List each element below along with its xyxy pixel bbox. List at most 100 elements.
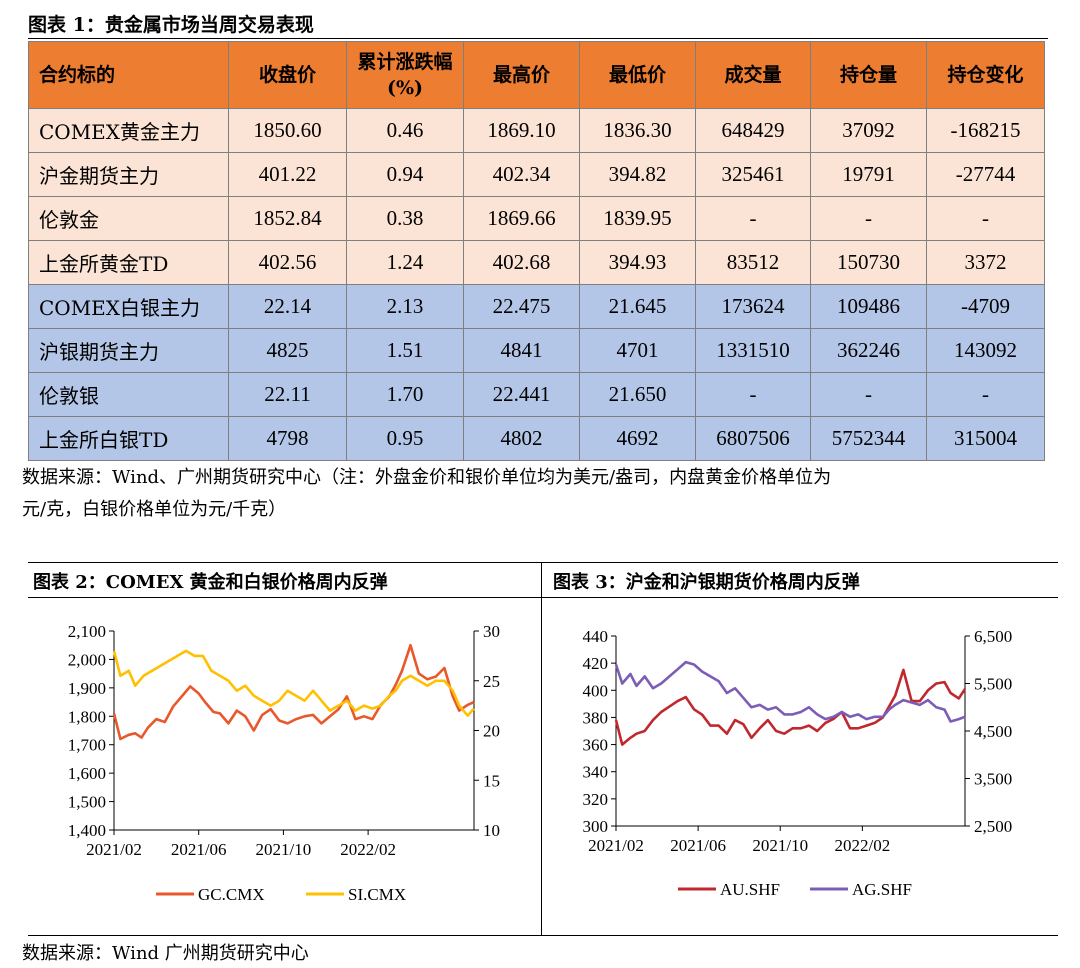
y-right-tick-label: 15 [483, 771, 500, 790]
table-cell: 1.51 [346, 328, 464, 373]
y-right-tick-label: 30 [483, 622, 500, 641]
row-label-cell: COMEX白银主力 [28, 284, 229, 329]
row-label-cell: 沪银期货主力 [28, 328, 229, 373]
column-header: 持仓变化 [926, 41, 1045, 109]
table-cell: 648429 [695, 108, 811, 153]
table-source-note-line2: 元/克，白银价格单位为元/千克） [22, 499, 287, 520]
table-row: 上金所黄金TD 402.56 1.24 402.68 394.93 83512 150730… [28, 240, 1045, 285]
table-cell: 0.95 [346, 416, 464, 461]
y-right-tick-label: 10 [483, 821, 500, 840]
table-cell: 0.38 [346, 196, 464, 241]
y-right-tick-label: 25 [483, 672, 500, 691]
row-label-cell: 上金所黄金TD [28, 240, 229, 285]
y-left-tick-label: 300 [583, 817, 609, 836]
charts-title-rule [28, 597, 1058, 598]
table-row: 伦敦银 22.11 1.70 22.441 21.650- - - [28, 372, 1045, 417]
table-cell: - [926, 196, 1045, 241]
table-header-row: 合约标的 收盘价 累计涨跌幅(%) 最高价 最低价 成交量 持仓量 持仓变化 [28, 41, 1045, 109]
table-cell: 3372 [926, 240, 1045, 285]
table-cell: 143092 [926, 328, 1045, 373]
table-cell: 4825 [228, 328, 347, 373]
legend-label: SI.CMX [348, 885, 406, 904]
y-left-tick-label: 1,900 [68, 679, 106, 698]
table-title-rule [28, 38, 1048, 39]
table-cell: 109486 [810, 284, 927, 329]
table-cell: 4802 [463, 416, 580, 461]
y-right-tick-label: 6,500 [974, 627, 1012, 646]
table-cell: 1839.95 [579, 196, 696, 241]
table-cell: 401.22 [228, 152, 347, 197]
charts-top-rule [28, 562, 1058, 563]
table-cell: 394.93 [579, 240, 696, 285]
x-tick-label: 2021/06 [670, 836, 726, 855]
table-row: COMEX白银主力 22.14 2.13 22.475 21.645 173624 1094… [28, 284, 1045, 329]
y-right-tick-label: 5,500 [974, 675, 1012, 694]
table-cell: 21.645 [579, 284, 696, 329]
y-left-tick-label: 400 [583, 681, 609, 700]
table-cell: -27744 [926, 152, 1045, 197]
row-label-cell: COMEX黄金主力 [28, 108, 229, 153]
table-cell: 22.475 [463, 284, 580, 329]
chart-comex-gold-silver: 1,400 1,500 1,600 1,700 1,800 1,900 2,000 2,100… [68, 622, 500, 904]
table-cell: 1852.84 [228, 196, 347, 241]
charts-bottom-rule [28, 935, 1058, 936]
table-cell: - [926, 372, 1045, 417]
y-left-tick-label: 1,700 [68, 736, 106, 755]
column-header: 持仓量 [810, 41, 927, 109]
table-cell: 4798 [228, 416, 347, 461]
column-header: 合约标的 [28, 41, 229, 109]
x-tick-label: 2021/02 [86, 840, 142, 859]
table-cell: 402.68 [463, 240, 580, 285]
table-cell: 394.82 [579, 152, 696, 197]
table-title: 图表 1：贵金属市场当周交易表现 [28, 14, 314, 36]
table-cell: 173624 [695, 284, 811, 329]
y-left-tick-label: 360 [583, 736, 609, 755]
y-right-tick-label: 2,500 [974, 817, 1012, 836]
table-cell: 0.94 [346, 152, 464, 197]
table-cell: 1869.10 [463, 108, 580, 153]
comex-series-line-si-cmx [112, 649, 475, 717]
table-cell: 1331510 [695, 328, 811, 373]
table-body: COMEX黄金主力 1850.60 0.46 1869.10 1836.30 648429… [28, 108, 1045, 461]
column-header: 最高价 [463, 41, 580, 109]
table-row: 伦敦金 1852.84 0.38 1869.66 1839.95- - - [28, 196, 1045, 241]
table-cell: -168215 [926, 108, 1045, 153]
y-right-tick-label: 3,500 [974, 770, 1012, 789]
y-left-tick-label: 1,800 [68, 707, 106, 726]
row-label-cell: 沪金期货主力 [28, 152, 229, 197]
y-left-tick-label: 380 [583, 708, 609, 727]
x-tick-label: 2022/02 [834, 836, 890, 855]
x-tick-label: 2021/02 [588, 836, 644, 855]
table-cell: 19791 [810, 152, 927, 197]
y-right-tick-label: 4,500 [974, 722, 1012, 741]
y-right-tick-label: 20 [483, 722, 500, 741]
y-left-tick-label: 2,000 [68, 650, 106, 669]
table-cell: 402.56 [228, 240, 347, 285]
table-cell: 4841 [463, 328, 580, 373]
table-cell: 22.441 [463, 372, 580, 417]
chart2-title: 图表 2：COMEX 黄金和白银价格周内反弹 [33, 572, 388, 593]
table-cell: - [810, 372, 927, 417]
x-tick-label: 2021/10 [256, 840, 312, 859]
table-row: 沪银期货主力 4825 1.51 4841 4701 1331510 362246 14309… [28, 328, 1045, 373]
table-cell: 1.24 [346, 240, 464, 285]
table-cell: 402.34 [463, 152, 580, 197]
table-cell: 2.13 [346, 284, 464, 329]
y-left-tick-label: 440 [583, 627, 609, 646]
table-cell: 0.46 [346, 108, 464, 153]
table-cell: 4701 [579, 328, 696, 373]
table-row: 沪金期货主力 401.22 0.94 402.34 394.82 325461 19791-… [28, 152, 1045, 197]
table-cell: -4709 [926, 284, 1045, 329]
column-header: 成交量 [695, 41, 811, 109]
y-left-tick-label: 1,600 [68, 764, 106, 783]
table-cell: 21.650 [579, 372, 696, 417]
table-cell: 4692 [579, 416, 696, 461]
y-left-tick-label: 1,400 [68, 821, 106, 840]
column-header: 收盘价 [228, 41, 347, 109]
table-cell: 315004 [926, 416, 1045, 461]
shfe-series-line-au-shf [614, 668, 967, 746]
table-cell: 83512 [695, 240, 811, 285]
y-left-tick-label: 340 [583, 763, 609, 782]
column-header: 累计涨跌幅(%) [346, 41, 464, 109]
chart-shfe-gold-silver: 300 320 340 360 380 400 420 440 2,500 3,500 4,500 5… [583, 627, 1013, 899]
